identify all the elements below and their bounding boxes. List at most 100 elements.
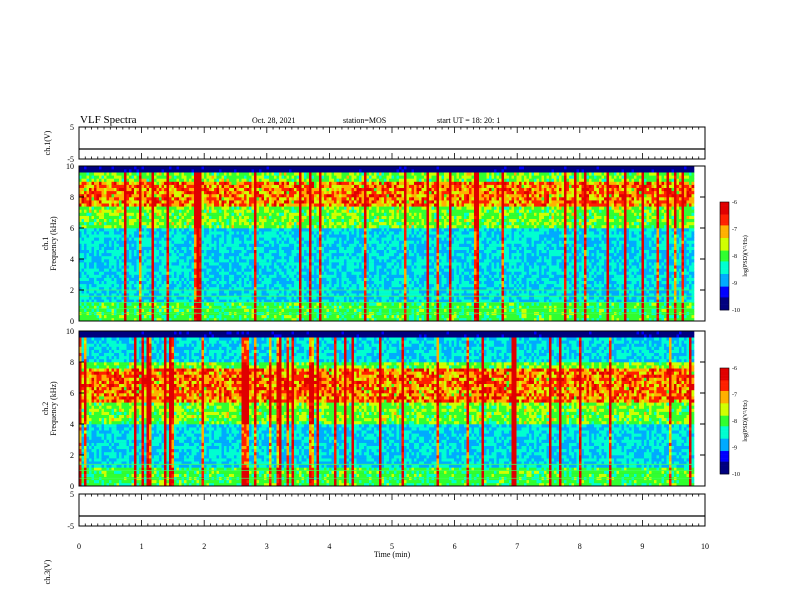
spectrogram-cell — [214, 252, 217, 257]
spectrogram-cell — [86, 265, 90, 269]
spectrogram-cell — [104, 274, 107, 278]
spectrogram-cell — [131, 314, 135, 319]
spectrogram-cell — [149, 290, 152, 294]
spectrogram-cell — [154, 218, 157, 223]
spectrogram-cell — [159, 193, 162, 198]
spectrogram-cell — [241, 166, 245, 170]
spectrogram-cell — [239, 268, 242, 272]
spectrogram-cell — [274, 243, 277, 247]
spectrogram-cell — [206, 200, 210, 204]
spectrogram-cell — [146, 166, 150, 170]
spectrogram-cell — [271, 212, 275, 216]
spectrogram-cell — [179, 169, 182, 173]
spectrogram-cell — [171, 299, 175, 303]
spectrogram-cell — [184, 212, 187, 216]
spectrogram-cell — [139, 187, 142, 192]
spectrogram-cell — [81, 234, 85, 238]
spectrogram-cell — [149, 296, 152, 300]
spectrogram-cell — [111, 317, 115, 322]
spectrogram-cell — [214, 259, 217, 263]
spectrogram-cell — [179, 218, 182, 223]
spectrogram-cell — [181, 187, 185, 192]
spectrogram-cell — [304, 218, 307, 223]
spectrogram-cell — [269, 246, 272, 250]
spectrogram-cell — [254, 262, 257, 266]
spectrogram-cell — [169, 299, 172, 303]
spectrogram-cell — [296, 280, 300, 285]
spectrogram-cell — [311, 277, 315, 281]
spectrogram-cell — [84, 246, 87, 250]
spectrogram-cell — [259, 314, 262, 319]
spectrogram-cell — [156, 268, 160, 272]
spectrogram-cell — [209, 206, 212, 210]
spectrogram-cell — [184, 203, 187, 207]
spectrogram-cell — [104, 212, 107, 216]
spectrogram-cell — [266, 178, 270, 182]
spectrogram-cell — [176, 231, 180, 235]
spectrogram-cell — [211, 209, 215, 213]
spectrogram-cell — [164, 296, 167, 300]
spectrogram-cell — [91, 197, 95, 201]
spectrogram-cell — [291, 221, 295, 226]
spectrogram-cell — [216, 246, 220, 250]
spectrogram-cell — [206, 308, 210, 312]
spectrogram-cell — [166, 286, 170, 291]
spectrogram-cell — [206, 290, 210, 294]
spectrogram-cell — [99, 317, 102, 322]
spectrogram-cell — [106, 209, 110, 213]
spectrogram-cell — [296, 252, 300, 257]
spectrogram-cell — [139, 249, 142, 254]
spectrogram-cell — [216, 252, 220, 257]
spectrogram-cell — [149, 175, 152, 179]
spectrogram-cell — [306, 234, 310, 238]
spectrogram-cell — [144, 308, 147, 312]
spectrogram-cell — [101, 246, 105, 250]
spectrogram-cell — [119, 166, 122, 170]
spectrogram-cell — [236, 231, 240, 235]
spectrogram-cell — [264, 293, 267, 297]
spectrogram-cell — [244, 255, 247, 260]
spectrogram-cell — [131, 224, 135, 229]
spectrogram-cell — [269, 212, 272, 216]
spectrogram-cell — [174, 308, 177, 312]
spectrogram-cell — [146, 246, 150, 250]
spectrogram-cell — [91, 268, 95, 272]
spectrogram-cell — [289, 175, 292, 179]
spectrogram-cell — [169, 308, 172, 312]
spectrogram-cell — [234, 249, 237, 254]
spectrogram-cell — [196, 166, 200, 170]
spectrogram-cell — [159, 280, 162, 285]
spectrogram-cell — [291, 255, 295, 260]
spectrogram-cell — [279, 234, 282, 238]
spectrogram-cell — [136, 290, 140, 294]
spectrogram-cell — [241, 262, 245, 266]
spectrogram-cell — [154, 197, 157, 201]
spectrogram-cell — [109, 286, 112, 291]
spectrogram-cell — [239, 206, 242, 210]
spectrogram-cell — [241, 175, 245, 179]
spectrogram-cell — [151, 299, 155, 303]
spectrogram-cell — [89, 290, 92, 294]
spectrogram-cell — [116, 293, 120, 297]
spectrogram-cell — [204, 215, 207, 219]
spectrogram-cell — [216, 286, 220, 291]
spectrogram-cell — [119, 212, 122, 216]
spectrogram-cell — [151, 274, 155, 278]
spectrogram-cell — [109, 302, 112, 306]
spectrogram-cell — [279, 286, 282, 291]
spectrogram-cell — [211, 172, 215, 176]
spectrogram-cell — [234, 212, 237, 216]
spectrogram-cell — [116, 283, 120, 288]
spectrogram-cell — [124, 262, 127, 266]
spectrogram-cell — [141, 178, 145, 182]
spectrogram-cell — [196, 255, 200, 260]
spectrogram-cell — [176, 283, 180, 288]
spectrogram-cell — [156, 290, 160, 294]
spectrogram-cell — [236, 169, 240, 173]
spectrogram-cell — [216, 231, 220, 235]
spectrogram-cell — [84, 296, 87, 300]
spectrogram-cell — [211, 212, 215, 216]
spectrogram-cell — [194, 175, 197, 179]
spectrogram-cell — [309, 184, 312, 188]
spectrogram-cell — [239, 175, 242, 179]
